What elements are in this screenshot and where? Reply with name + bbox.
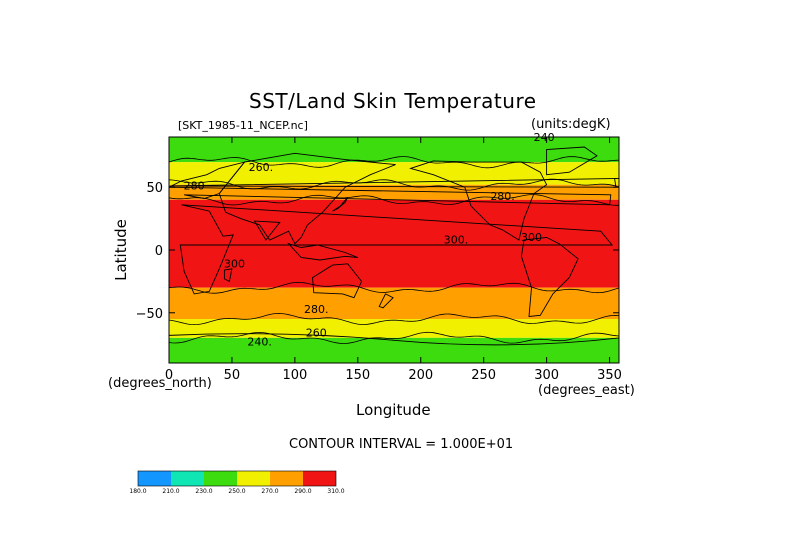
contour-label-6: 300 bbox=[224, 258, 245, 271]
temperature-band-1 bbox=[169, 162, 619, 185]
temperature-band-5 bbox=[169, 319, 619, 338]
x-axis-title: Longitude bbox=[356, 401, 431, 419]
colorbar-label-0: 180.0 bbox=[129, 488, 147, 495]
outline-japan bbox=[332, 197, 349, 212]
x-tick-label-5: 250 bbox=[471, 368, 496, 383]
contour-line-3 bbox=[168, 281, 620, 294]
contour-interval-text: CONTOUR INTERVAL = 1.000E+01 bbox=[289, 437, 514, 452]
contour-line-4 bbox=[168, 312, 620, 326]
contour-label-9: 240. bbox=[247, 335, 272, 348]
contour-line-0 bbox=[168, 156, 620, 169]
continent-outlines bbox=[168, 146, 620, 346]
outline-australia bbox=[312, 263, 363, 299]
temperature-band-3 bbox=[169, 199, 619, 288]
contour-label-3: 280. bbox=[490, 190, 515, 203]
chart-title: SST/Land Skin Temperature bbox=[249, 89, 537, 113]
x-tick-label-7: 350 bbox=[597, 368, 622, 383]
contour-label-7: 280. bbox=[304, 303, 329, 316]
contour-line-2 bbox=[168, 194, 619, 206]
x-tick-label-1: 50 bbox=[224, 368, 241, 383]
colorbar-frame bbox=[137, 470, 337, 487]
x-tick-label-6: 300 bbox=[534, 368, 559, 383]
temperature-band-6 bbox=[169, 337, 619, 363]
colorbar-label-6: 310.0 bbox=[327, 488, 345, 495]
colorbar-swatch-1 bbox=[171, 471, 204, 486]
outline-asia bbox=[218, 152, 396, 245]
colorbar-label-5: 290.0 bbox=[294, 488, 312, 495]
contour-label-4: 300. bbox=[444, 234, 469, 247]
y-tick-label-0: 50 bbox=[146, 181, 163, 196]
outline-uk bbox=[170, 177, 620, 188]
contour-label-1: 260. bbox=[249, 161, 274, 174]
temperature-band-4 bbox=[169, 287, 619, 320]
x-tick-label-0: 0 bbox=[165, 368, 173, 383]
outline-madagascar bbox=[223, 268, 233, 283]
outline-antarctica bbox=[168, 333, 620, 346]
colorbar-label-4: 270.0 bbox=[261, 488, 279, 495]
contour-label-8: 260 bbox=[306, 327, 327, 340]
contour-label-5: 300 bbox=[521, 231, 542, 244]
y-unit-label: (degrees_north) bbox=[108, 376, 212, 391]
outline-south-america bbox=[520, 236, 579, 318]
x-tick-label-3: 150 bbox=[345, 368, 370, 383]
colorbar-label-3: 250.0 bbox=[228, 488, 246, 495]
outline-new-zealand bbox=[378, 293, 394, 309]
temperature-band-2 bbox=[169, 184, 619, 200]
colorbar-swatch-3 bbox=[237, 471, 270, 486]
colorbar-label-2: 230.0 bbox=[195, 488, 213, 495]
file-label: [SKT_1985-11_NCEP.nc] bbox=[178, 119, 308, 132]
colorbar-swatch-4 bbox=[270, 471, 303, 486]
axes: 0 50 100 150 200 250 300 350 50 0 −50 bbox=[136, 136, 622, 383]
outline-north-america bbox=[409, 160, 548, 241]
contour-lines bbox=[168, 156, 620, 344]
units-label: (units:degK) bbox=[531, 117, 611, 132]
temperature-map bbox=[169, 137, 619, 363]
x-unit-label: (degrees_east) bbox=[538, 383, 635, 398]
outline-greenland bbox=[546, 146, 598, 176]
outline-indonesia bbox=[287, 242, 358, 261]
outline-europe bbox=[168, 161, 612, 206]
x-tick-label-2: 100 bbox=[282, 368, 307, 383]
colorbar-swatch-5 bbox=[303, 471, 336, 486]
x-tick-label-4: 200 bbox=[408, 368, 433, 383]
contour-line-1 bbox=[168, 178, 620, 191]
contour-label-2: 280 bbox=[184, 180, 205, 193]
y-tick-label-1: 0 bbox=[155, 244, 163, 259]
colorbar-swatch-0 bbox=[138, 471, 171, 486]
outline-india bbox=[253, 220, 281, 241]
outline-africa bbox=[179, 204, 614, 295]
y-tick-label-2: −50 bbox=[136, 307, 163, 322]
colorbar-label-1: 210.0 bbox=[162, 488, 180, 495]
colorbar-swatch-2 bbox=[204, 471, 237, 486]
contour-line-5 bbox=[168, 331, 620, 344]
